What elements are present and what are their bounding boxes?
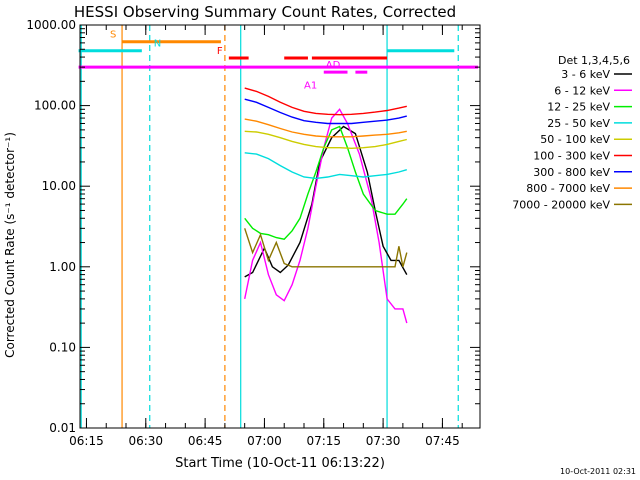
y-tick-label: 0.01 bbox=[49, 421, 76, 435]
plot-area: S N F AD A1 bbox=[78, 25, 479, 428]
x-tick-label: 07:45 bbox=[425, 434, 460, 448]
series-line bbox=[244, 130, 407, 150]
series-line bbox=[244, 87, 407, 116]
legend-label: 12 - 25 keV bbox=[547, 101, 610, 114]
plot-frame bbox=[79, 24, 481, 429]
flag-label: S bbox=[110, 30, 116, 41]
y-tick-label: 1.00 bbox=[49, 260, 76, 274]
y-axis-label: Corrected Count Rate (s⁻¹ detector⁻¹) bbox=[3, 132, 17, 358]
flag-label: N bbox=[154, 39, 161, 50]
legend-title: Det 1,3,4,5,6 bbox=[558, 54, 630, 67]
series-line bbox=[244, 125, 408, 240]
y-tick-label: 1000.00 bbox=[26, 18, 76, 32]
x-tick-label: 06:30 bbox=[128, 434, 163, 448]
legend-label: 300 - 800 keV bbox=[533, 166, 610, 179]
y-tick-label: 100.00 bbox=[34, 99, 76, 113]
chart-title: HESSI Observing Summary Count Rates, Cor… bbox=[74, 3, 456, 21]
legend: 3 - 6 keV 6 - 12 keV 12 - 25 keV 25 - 50 ke… bbox=[512, 68, 632, 211]
series-line bbox=[244, 108, 408, 324]
series-line bbox=[244, 98, 407, 125]
series-line bbox=[244, 152, 407, 180]
flag-label: F bbox=[217, 46, 223, 57]
legend-label: 50 - 100 keV bbox=[540, 133, 610, 146]
series-line bbox=[244, 125, 408, 278]
timestamp: 10-Oct-2011 02:31 bbox=[560, 467, 636, 476]
x-tick-label: 06:15 bbox=[69, 434, 104, 448]
legend-label: 3 - 6 keV bbox=[561, 68, 610, 81]
y-tick-label: 10.00 bbox=[42, 179, 76, 193]
legend-label: 100 - 300 keV bbox=[533, 150, 610, 163]
legend-label: 800 - 7000 keV bbox=[526, 182, 610, 195]
y-tick-label: 0.10 bbox=[49, 340, 76, 354]
legend-label: 6 - 12 keV bbox=[554, 84, 610, 97]
series-line bbox=[244, 228, 408, 268]
legend-label: 7000 - 20000 keV bbox=[512, 198, 610, 211]
x-tick-label: 07:00 bbox=[247, 434, 282, 448]
flag-label: AD bbox=[326, 60, 341, 71]
flag-label: A1 bbox=[304, 80, 317, 91]
x-tick-label: 07:30 bbox=[366, 434, 401, 448]
x-axis-label: Start Time (10-Oct-11 06:13:22) bbox=[175, 456, 385, 471]
x-tick-label: 07:15 bbox=[306, 434, 341, 448]
x-tick-label: 06:45 bbox=[188, 434, 223, 448]
legend-label: 25 - 50 keV bbox=[547, 117, 610, 130]
series-line bbox=[244, 118, 407, 138]
